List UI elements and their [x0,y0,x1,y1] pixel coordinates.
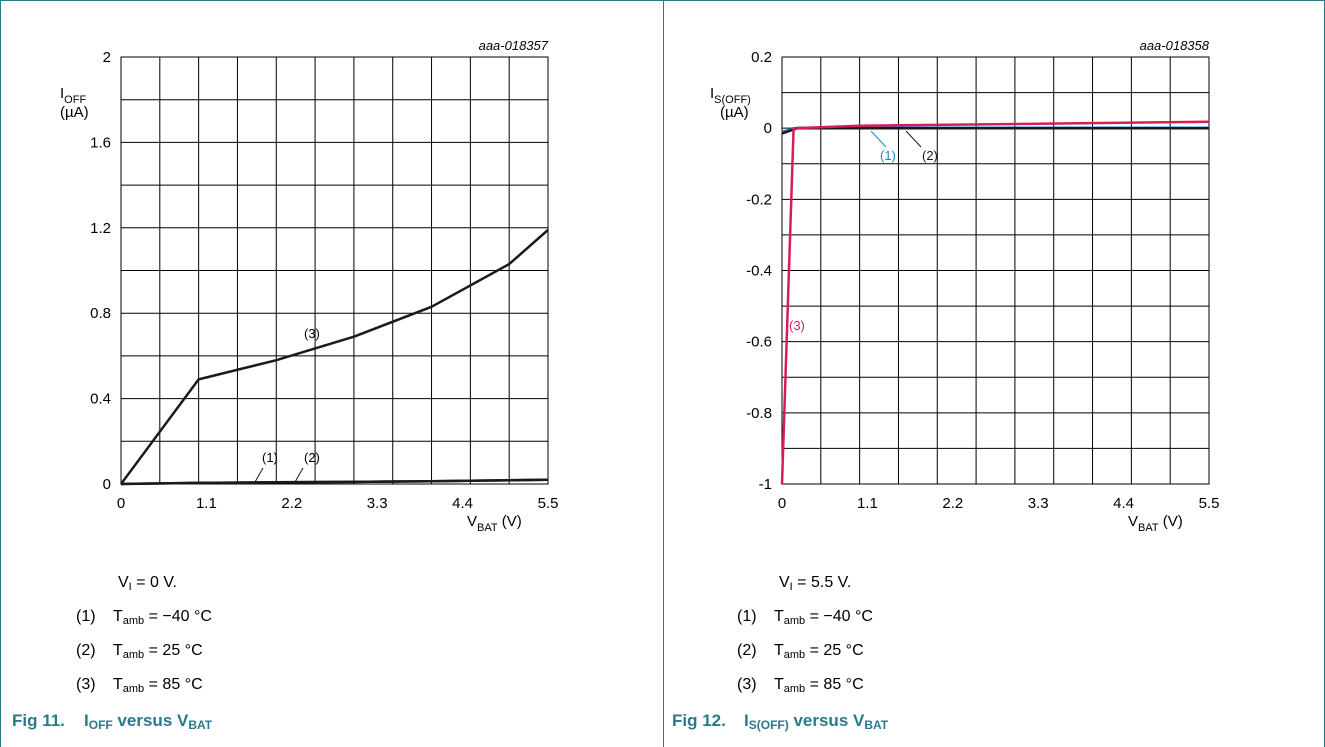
chart-ioff-annot-1: (1) [262,450,278,465]
chart-isoff-y-ticks: -1 -0.8 -0.6 -0.4 -0.2 0 0.2 [746,49,772,493]
chart-isoff-series-2-line [781,126,1209,135]
chart-ioff-grid [120,56,549,485]
chart-isoff-annot-2: (2) [922,148,938,163]
chart-ioff-annot-2: (2) [304,450,320,465]
chart-ioff-x-tick-label: 2.2 [281,495,302,512]
chart-ioff-xlabel: VBAT (V) [467,513,522,534]
chart-isoff-series-3-line [780,120,1210,485]
chart-ioff-series [119,228,549,486]
chart-ioff-x-ticks: 0 1.1 2.2 3.3 4.4 5.5 [117,495,559,512]
chart-isoff-code: aaa-018358 [1140,38,1210,53]
chart-isoff-y-tick-label: -1 [759,476,772,493]
chart-ioff-x-tick-label: 4.4 [452,495,473,512]
chart-isoff-ylabel-unit: (µA) [720,104,749,121]
chart-isoff-annot-3: (3) [789,318,805,333]
chart-isoff-y-tick-label: -0.8 [746,405,772,422]
chart-ioff-vs-vbat: 0 1.1 2.2 3.3 4.4 5.5 0 0.4 0.8 1.2 1.6 2 aaa-0183… [60,38,558,534]
chart-isoff-x-tick-label: 3.3 [1028,495,1049,512]
chart-isoff-x-tick-label: 2.2 [942,495,963,512]
chart-ioff-x-tick-label: 3.3 [367,495,388,512]
chart-isoff-vs-vbat: 0 1.1 2.2 3.3 4.4 5.5 -1-0.8-0.6-0.4-0.200.2 … [710,38,1219,534]
chart-isoff-x-tick-label: 0 [778,495,786,512]
left-condition-item-2: (2) Tamb = 25 °C [76,642,203,661]
chart-ioff-code: aaa-018357 [479,38,549,53]
chart-ioff-y-tick-label: 1.6 [90,134,111,151]
chart-isoff-y-tick-label: -0.6 [746,334,772,351]
chart-isoff-series [780,120,1210,485]
figure-12-caption: Fig 12. IS(OFF) versus VBAT [672,711,889,732]
chart-ioff-annot-1-leader [254,467,264,483]
chart-ioff-x-tick-label: 1.1 [196,495,217,512]
left-condition: VI = 0 V. [118,574,177,593]
chart-isoff-annot-2-leader [905,130,922,148]
chart-isoff-annot-1: (1) [880,148,896,163]
chart-isoff-y-tick-label: -0.4 [746,263,772,280]
chart-ioff-y-tick-label: 0.8 [90,305,111,322]
chart-ioff-annot-2-leader [294,467,304,483]
chart-ioff-series-2-line [120,478,549,486]
chart-ioff-x-tick-label: 0 [117,495,125,512]
chart-ioff-series-3-line [119,228,549,485]
right-condition-item-1: (1) Tamb = −40 °C [737,608,873,627]
chart-ioff-y-ticks: 0 0.4 0.8 1.2 1.6 2 [90,49,111,493]
left-condition-item-1: (1) Tamb = −40 °C [76,608,212,627]
chart-ioff-y-tick-label: 0 [103,476,111,493]
chart-isoff-annot-1-leader [870,130,887,148]
left-condition-item-3: (3) Tamb = 85 °C [76,676,203,695]
chart-ioff-y-tick-label: 0.4 [90,391,111,408]
chart-isoff-y-tick-label: -0.2 [746,191,772,208]
chart-isoff-y-tick-label: 0.2 [751,49,772,66]
chart-ioff-ylabel-unit: (µA) [60,104,89,121]
chart-isoff-xlabel: VBAT (V) [1128,513,1183,534]
chart-ioff-x-tick-label: 5.5 [538,495,559,512]
chart-ioff-annot-3: (3) [304,326,320,341]
chart-isoff-x-tick-label: 4.4 [1113,495,1134,512]
chart-ioff-y-tick-label: 1.2 [90,220,111,237]
right-condition: VI = 5.5 V. [779,574,852,593]
chart-isoff-x-ticks: 0 1.1 2.2 3.3 4.4 5.5 [778,495,1220,512]
right-condition-item-3: (3) Tamb = 85 °C [737,676,864,695]
chart-isoff-ylabel: IS(OFF) [710,85,751,106]
figure-11-caption: Fig 11. IOFF versus VBAT [12,711,213,732]
chart-isoff-grid [781,56,1210,485]
chart-ioff-y-tick-label: 2 [103,49,111,66]
chart-ioff-ylabel: IOFF [60,85,86,106]
chart-isoff-y-tick-label: 0 [764,120,772,137]
chart-isoff-x-tick-label: 1.1 [857,495,878,512]
right-condition-item-2: (2) Tamb = 25 °C [737,642,864,661]
chart-isoff-x-tick-label: 5.5 [1199,495,1220,512]
